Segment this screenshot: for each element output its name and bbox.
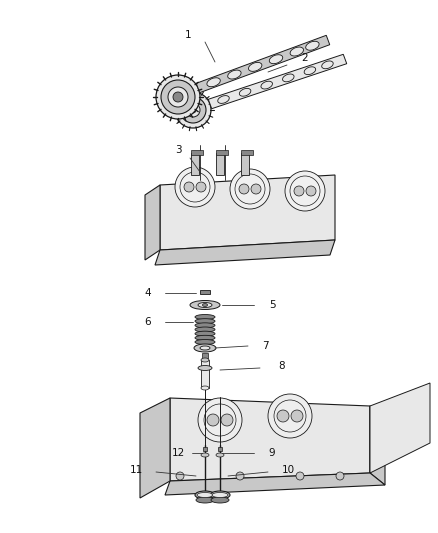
Polygon shape xyxy=(170,398,370,481)
Ellipse shape xyxy=(304,67,316,75)
Ellipse shape xyxy=(200,346,210,350)
Polygon shape xyxy=(370,383,430,473)
Bar xyxy=(241,150,253,155)
Bar xyxy=(241,153,249,175)
Circle shape xyxy=(277,410,289,422)
Polygon shape xyxy=(140,398,170,498)
Ellipse shape xyxy=(218,95,229,103)
Ellipse shape xyxy=(198,366,212,370)
Ellipse shape xyxy=(195,314,215,319)
Ellipse shape xyxy=(195,323,215,328)
Ellipse shape xyxy=(201,453,209,457)
Ellipse shape xyxy=(197,492,213,497)
Ellipse shape xyxy=(248,62,262,71)
Ellipse shape xyxy=(207,78,220,87)
Ellipse shape xyxy=(283,74,294,82)
Text: 6: 6 xyxy=(145,317,151,327)
Ellipse shape xyxy=(210,491,230,499)
Ellipse shape xyxy=(195,491,215,499)
Circle shape xyxy=(291,410,303,422)
Circle shape xyxy=(296,472,304,480)
Ellipse shape xyxy=(228,70,241,79)
Ellipse shape xyxy=(290,47,304,56)
Circle shape xyxy=(230,169,270,209)
Bar xyxy=(191,150,203,155)
Ellipse shape xyxy=(190,301,220,310)
Polygon shape xyxy=(155,240,335,265)
Ellipse shape xyxy=(212,492,228,497)
Text: 5: 5 xyxy=(268,300,276,310)
Ellipse shape xyxy=(195,335,215,341)
Ellipse shape xyxy=(195,331,215,336)
Ellipse shape xyxy=(195,340,215,344)
Circle shape xyxy=(268,394,312,438)
Polygon shape xyxy=(145,185,160,260)
Text: 9: 9 xyxy=(268,448,276,458)
Circle shape xyxy=(161,80,195,114)
Circle shape xyxy=(190,107,196,113)
Circle shape xyxy=(156,75,200,119)
Ellipse shape xyxy=(194,344,216,352)
Ellipse shape xyxy=(201,358,209,362)
Text: 11: 11 xyxy=(129,465,143,475)
Circle shape xyxy=(168,87,188,107)
Text: 12: 12 xyxy=(171,448,185,458)
Bar xyxy=(216,150,228,155)
Ellipse shape xyxy=(216,453,224,457)
Circle shape xyxy=(336,472,344,480)
Circle shape xyxy=(285,171,325,211)
Ellipse shape xyxy=(195,327,215,332)
Polygon shape xyxy=(196,35,330,93)
Circle shape xyxy=(173,92,183,102)
Polygon shape xyxy=(160,175,335,250)
Ellipse shape xyxy=(201,386,209,390)
Text: 2: 2 xyxy=(302,53,308,63)
Polygon shape xyxy=(370,406,385,485)
Text: 10: 10 xyxy=(282,465,295,475)
Circle shape xyxy=(198,398,242,442)
Circle shape xyxy=(236,472,244,480)
Polygon shape xyxy=(165,473,385,495)
Circle shape xyxy=(239,184,249,194)
Circle shape xyxy=(207,414,219,426)
Ellipse shape xyxy=(202,303,208,306)
Text: 1: 1 xyxy=(185,30,191,40)
Ellipse shape xyxy=(196,497,214,503)
Ellipse shape xyxy=(195,319,215,324)
Text: 7: 7 xyxy=(261,341,268,351)
Circle shape xyxy=(184,182,194,192)
Circle shape xyxy=(180,97,206,123)
Circle shape xyxy=(175,92,211,128)
Circle shape xyxy=(186,103,200,117)
Text: 4: 4 xyxy=(145,288,151,298)
Text: 3: 3 xyxy=(175,145,181,155)
Circle shape xyxy=(176,472,184,480)
Bar xyxy=(218,447,222,451)
Circle shape xyxy=(221,414,233,426)
Ellipse shape xyxy=(261,81,272,89)
Circle shape xyxy=(196,182,206,192)
Ellipse shape xyxy=(306,41,319,50)
Circle shape xyxy=(175,167,215,207)
Circle shape xyxy=(251,184,261,194)
Ellipse shape xyxy=(269,55,283,63)
Bar xyxy=(201,360,209,388)
Bar xyxy=(216,153,224,175)
Ellipse shape xyxy=(239,88,251,96)
Ellipse shape xyxy=(211,497,229,503)
Bar xyxy=(203,447,207,451)
Circle shape xyxy=(294,186,304,196)
Ellipse shape xyxy=(198,303,212,308)
Bar xyxy=(200,290,210,294)
Polygon shape xyxy=(208,54,347,109)
Bar xyxy=(202,353,208,359)
Ellipse shape xyxy=(321,61,333,69)
Text: 8: 8 xyxy=(279,361,285,371)
Bar xyxy=(191,153,199,175)
Circle shape xyxy=(306,186,316,196)
